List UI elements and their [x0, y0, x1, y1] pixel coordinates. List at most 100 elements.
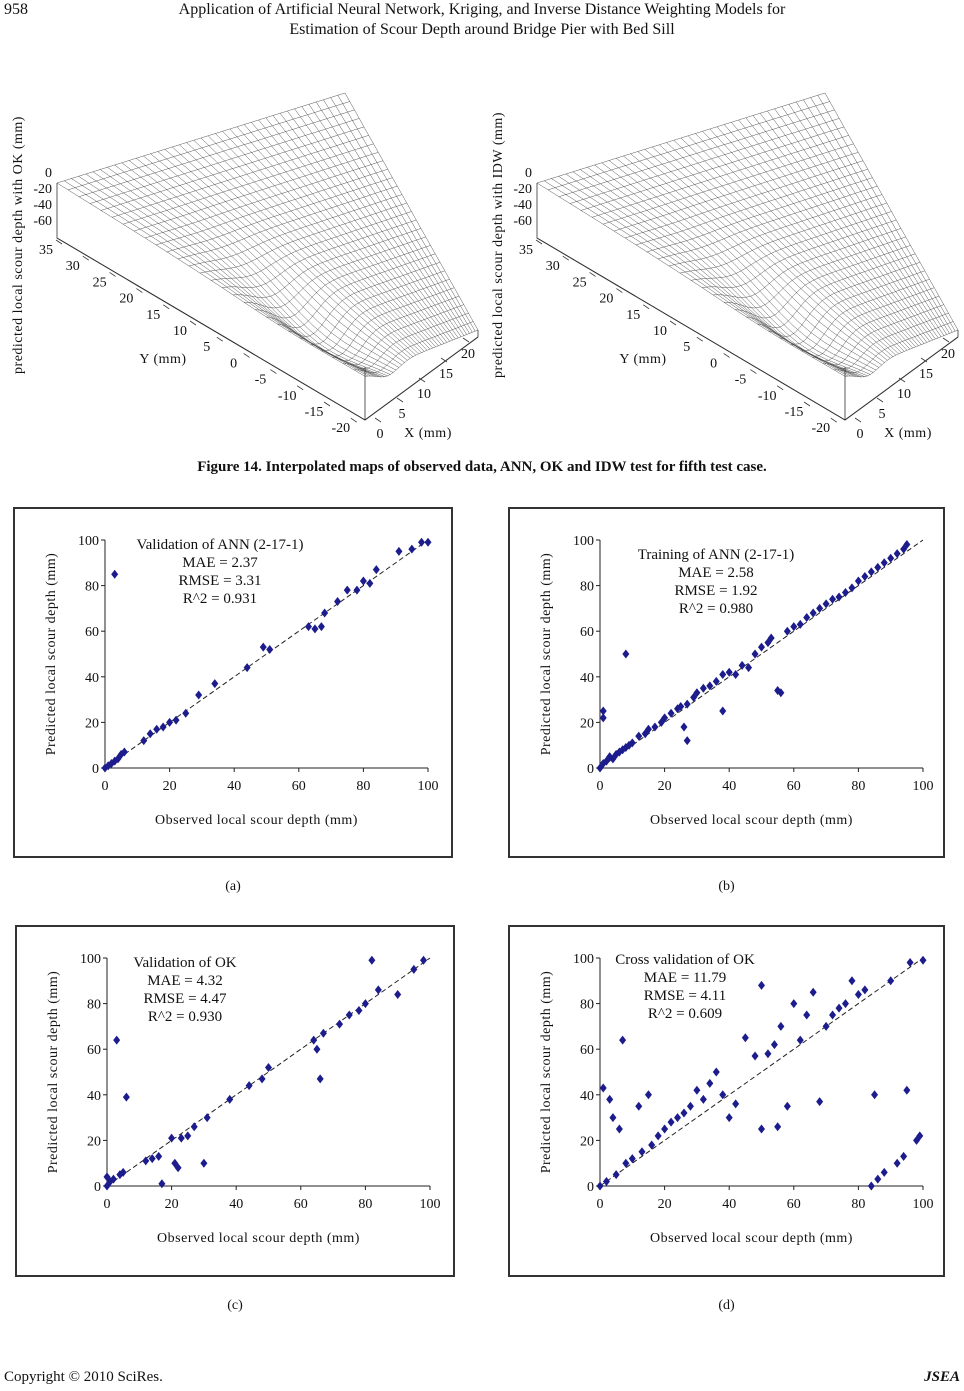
y-tick-label: 40 — [85, 671, 99, 686]
data-point — [783, 626, 791, 636]
x-tick-label: 5 — [399, 407, 406, 422]
data-point — [725, 1113, 733, 1123]
data-point — [310, 1035, 318, 1045]
data-point — [345, 1010, 353, 1020]
x-tick-label: 80 — [851, 1197, 865, 1212]
x-axis-label: X (mm) — [404, 426, 452, 441]
y-tick — [750, 369, 757, 374]
x-tick-label: 80 — [358, 1197, 372, 1212]
data-point — [667, 1117, 675, 1127]
data-point — [913, 1135, 921, 1145]
x-tick — [898, 377, 906, 383]
x-tick-label: 60 — [787, 1197, 801, 1212]
y-tick-label: 20 — [87, 1134, 101, 1149]
data-point — [738, 660, 746, 670]
x-axis-label: Observed local scour depth (mm) — [157, 1231, 360, 1246]
data-point — [615, 1124, 623, 1134]
annotation: Validation of ANN (2-17-1) — [136, 537, 303, 553]
data-point — [880, 1167, 888, 1177]
data-point — [265, 1062, 272, 1072]
data-point — [822, 599, 830, 609]
data-point — [635, 1101, 643, 1111]
reference-line — [599, 957, 924, 1187]
data-point — [677, 701, 685, 711]
data-point — [680, 1108, 688, 1118]
data-point — [418, 537, 426, 547]
data-point — [903, 1085, 911, 1095]
data-point — [732, 1099, 740, 1109]
data-point — [835, 1003, 843, 1013]
data-point — [893, 549, 901, 559]
data-point — [177, 1133, 185, 1143]
y-tick — [323, 401, 331, 407]
data-point — [809, 987, 817, 997]
y-tick-label: 60 — [87, 1043, 101, 1058]
journal: JSEA — [923, 1369, 960, 1385]
subcaption: (b) — [718, 879, 735, 894]
data-point — [599, 713, 607, 723]
data-point — [628, 738, 636, 748]
y-tick — [589, 272, 596, 277]
data-point — [751, 1051, 759, 1061]
y-tick — [82, 255, 90, 261]
y-tick-label: 20 — [119, 292, 133, 307]
y-tick-label: 20 — [580, 1134, 594, 1149]
x-tick-label: 10 — [897, 387, 911, 402]
y-tick-label: 40 — [87, 1089, 101, 1104]
data-point — [790, 999, 798, 1009]
annotation: Training of ANN (2-17-1) — [638, 547, 795, 563]
chart-frame — [13, 507, 453, 858]
y-tick-label: 20 — [85, 716, 99, 731]
data-point — [638, 1147, 646, 1157]
data-point — [424, 537, 432, 547]
chart-frame — [508, 925, 945, 1277]
z-tick-label: -60 — [513, 214, 532, 229]
x-tick-label: 40 — [722, 1197, 736, 1212]
y-tick-label: 5 — [203, 340, 210, 355]
x-tick-label: 80 — [851, 779, 865, 794]
x-tick-label: 20 — [658, 1197, 672, 1212]
chart-frame — [15, 925, 455, 1277]
x-tick-label: 100 — [913, 1197, 934, 1212]
data-point — [168, 1133, 176, 1143]
data-point — [109, 1174, 117, 1184]
x-tick-label: 20 — [165, 1197, 179, 1212]
data-point — [200, 1158, 208, 1168]
x-tick-label: 20 — [461, 347, 475, 362]
y-tick-label: 0 — [710, 356, 717, 371]
data-point — [394, 989, 402, 999]
data-point — [822, 1021, 830, 1031]
z-axis-label: predicted local scour depth with OK (mm) — [11, 116, 26, 374]
data-point — [719, 1090, 727, 1100]
x-tick — [920, 357, 928, 363]
y-tick-label: 25 — [573, 275, 587, 290]
y-tick — [350, 417, 358, 423]
data-point — [767, 633, 775, 643]
data-point — [680, 722, 688, 732]
data-point — [602, 1176, 610, 1186]
data-point — [874, 562, 882, 572]
x-tick-label: 15 — [439, 367, 453, 382]
x-tick — [418, 377, 426, 383]
y-tick — [776, 385, 784, 391]
x-axis-label: Observed local scour depth (mm) — [650, 813, 853, 828]
data-point — [699, 683, 707, 693]
data-point — [854, 989, 862, 999]
data-point — [916, 1131, 924, 1141]
data-point — [622, 649, 630, 659]
data-point — [906, 958, 914, 968]
data-point — [919, 955, 927, 965]
data-point — [609, 1113, 617, 1123]
data-point — [900, 544, 908, 554]
x-tick-label: 0 — [377, 427, 384, 442]
data-point — [420, 955, 428, 965]
data-point — [674, 704, 682, 714]
y-tick-label: 25 — [93, 275, 107, 290]
annotation: RMSE = 4.47 — [143, 991, 227, 1007]
y-tick-label: 30 — [66, 259, 80, 274]
data-point — [751, 649, 759, 659]
figure-caption: Figure 14. Interpolated maps of observed… — [197, 459, 767, 475]
data-point — [764, 1049, 772, 1059]
data-point — [158, 1179, 166, 1189]
data-point — [725, 667, 733, 677]
